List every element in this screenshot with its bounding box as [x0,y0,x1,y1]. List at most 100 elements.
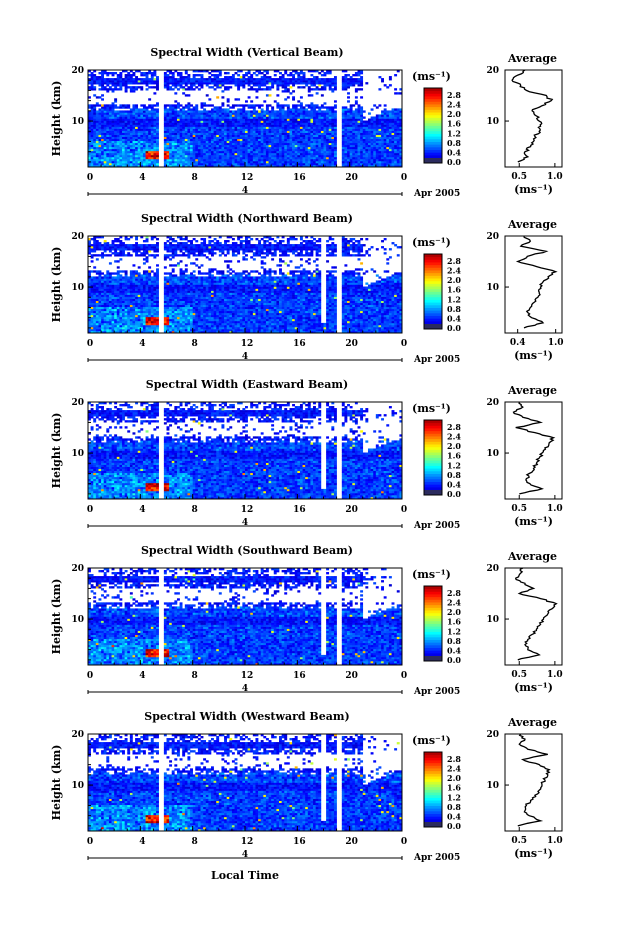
heatmap-cell [104,129,107,131]
heatmap-cell [295,72,298,74]
heatmap-cell [392,155,395,157]
heatmap-cell [250,129,253,131]
heatmap-cell [180,129,183,131]
heatmap-cell [276,127,279,129]
heatmap-cell [187,133,190,135]
average-y-tick-label: 10 [486,117,499,127]
heatmap-cell [112,143,115,145]
heatmap-cell [248,121,251,123]
heatmap-cell [190,151,193,153]
heatmap-cell [392,143,395,145]
heatmap-cell [182,143,185,145]
heatmap-cell [219,121,222,123]
heatmap-cell [182,80,185,82]
heatmap-cell [140,145,143,147]
heatmap-cell [151,153,154,155]
heatmap-cell [167,125,170,127]
heatmap-cell [305,329,308,331]
heatmap-cell [308,161,311,163]
heatmap-cell [214,127,217,129]
heatmap-cell [242,147,245,149]
heatmap-cell [169,131,172,133]
heatmap-cell [214,78,217,80]
heatmap-cell [135,76,138,78]
heatmap-cell [109,137,112,139]
heatmap-cell [174,123,177,125]
heatmap-cell [292,121,295,123]
heatmap-cell [214,155,217,157]
heatmap-cell [316,123,319,125]
heatmap-cell [211,86,214,88]
heatmap-cell [219,133,222,135]
heatmap-cell [104,86,107,88]
heatmap-cell [310,149,313,151]
heatmap-cell [227,161,230,163]
heatmap-cell [352,325,355,327]
heatmap-cell [331,139,334,141]
heatmap-cell [198,80,201,82]
heatmap-cell [101,159,104,161]
heatmap-cell [363,149,366,151]
heatmap-cell [177,82,180,84]
heatmap-cell [151,80,154,82]
heatmap-cell [248,96,251,98]
heatmap-cell [185,78,188,80]
heatmap-cell [371,329,374,331]
heatmap-cell [350,151,353,153]
heatmap-cell [193,133,196,135]
heatmap-cell [310,114,313,116]
heatmap-cell [261,133,264,135]
heatmap-cell [91,141,94,143]
heatmap-cell [342,129,345,131]
heatmap-cell [198,129,201,131]
heatmap-cell [93,112,96,114]
heatmap-cell [365,155,368,157]
heatmap-cell [376,127,379,129]
heatmap-cell [109,163,112,165]
heatmap-cell [219,131,222,133]
heatmap-cell [185,157,188,159]
heatmap-cell [310,133,313,135]
heatmap-cell [276,102,279,104]
heatmap-cell [114,325,117,327]
heatmap-cell [130,145,133,147]
heatmap-cell [250,329,253,331]
heatmap-cell [358,155,361,157]
heatmap-cell [127,151,130,153]
heatmap-cell [289,135,292,137]
heatmap-cell [313,76,316,78]
heatmap-cell [250,325,253,327]
heatmap-cell [240,161,243,163]
heatmap-cell [125,161,128,163]
heatmap-cell [93,106,96,108]
heatmap-cell [245,127,248,129]
heatmap-cell [318,141,321,143]
heatmap-cell [172,147,175,149]
heatmap-cell [221,155,224,157]
heatmap-cell [119,323,122,325]
heatmap-cell [279,110,282,112]
heatmap-cell [274,78,277,80]
heatmap-cell [316,327,319,329]
heatmap-cell [104,112,107,114]
heatmap-cell [130,114,133,116]
heatmap-cell [198,161,201,163]
heatmap-cell [284,129,287,131]
heatmap-cell [122,129,125,131]
heatmap-cell [300,121,303,123]
heatmap-cell [269,88,272,90]
heatmap-cell [342,116,345,118]
heatmap-cell [355,149,358,151]
heatmap-cell [258,143,261,145]
heatmap-cell [269,119,272,121]
heatmap-cell [93,76,96,78]
heatmap-cell [219,114,222,116]
heatmap-cell [130,147,133,149]
heatmap-cell [130,110,133,112]
heatmap-cell [350,84,353,86]
heatmap-cell [227,325,230,327]
heatmap-cell [287,135,290,137]
heatmap-cell [287,149,290,151]
heatmap-cell [208,110,211,112]
heatmap-cell [384,143,387,145]
